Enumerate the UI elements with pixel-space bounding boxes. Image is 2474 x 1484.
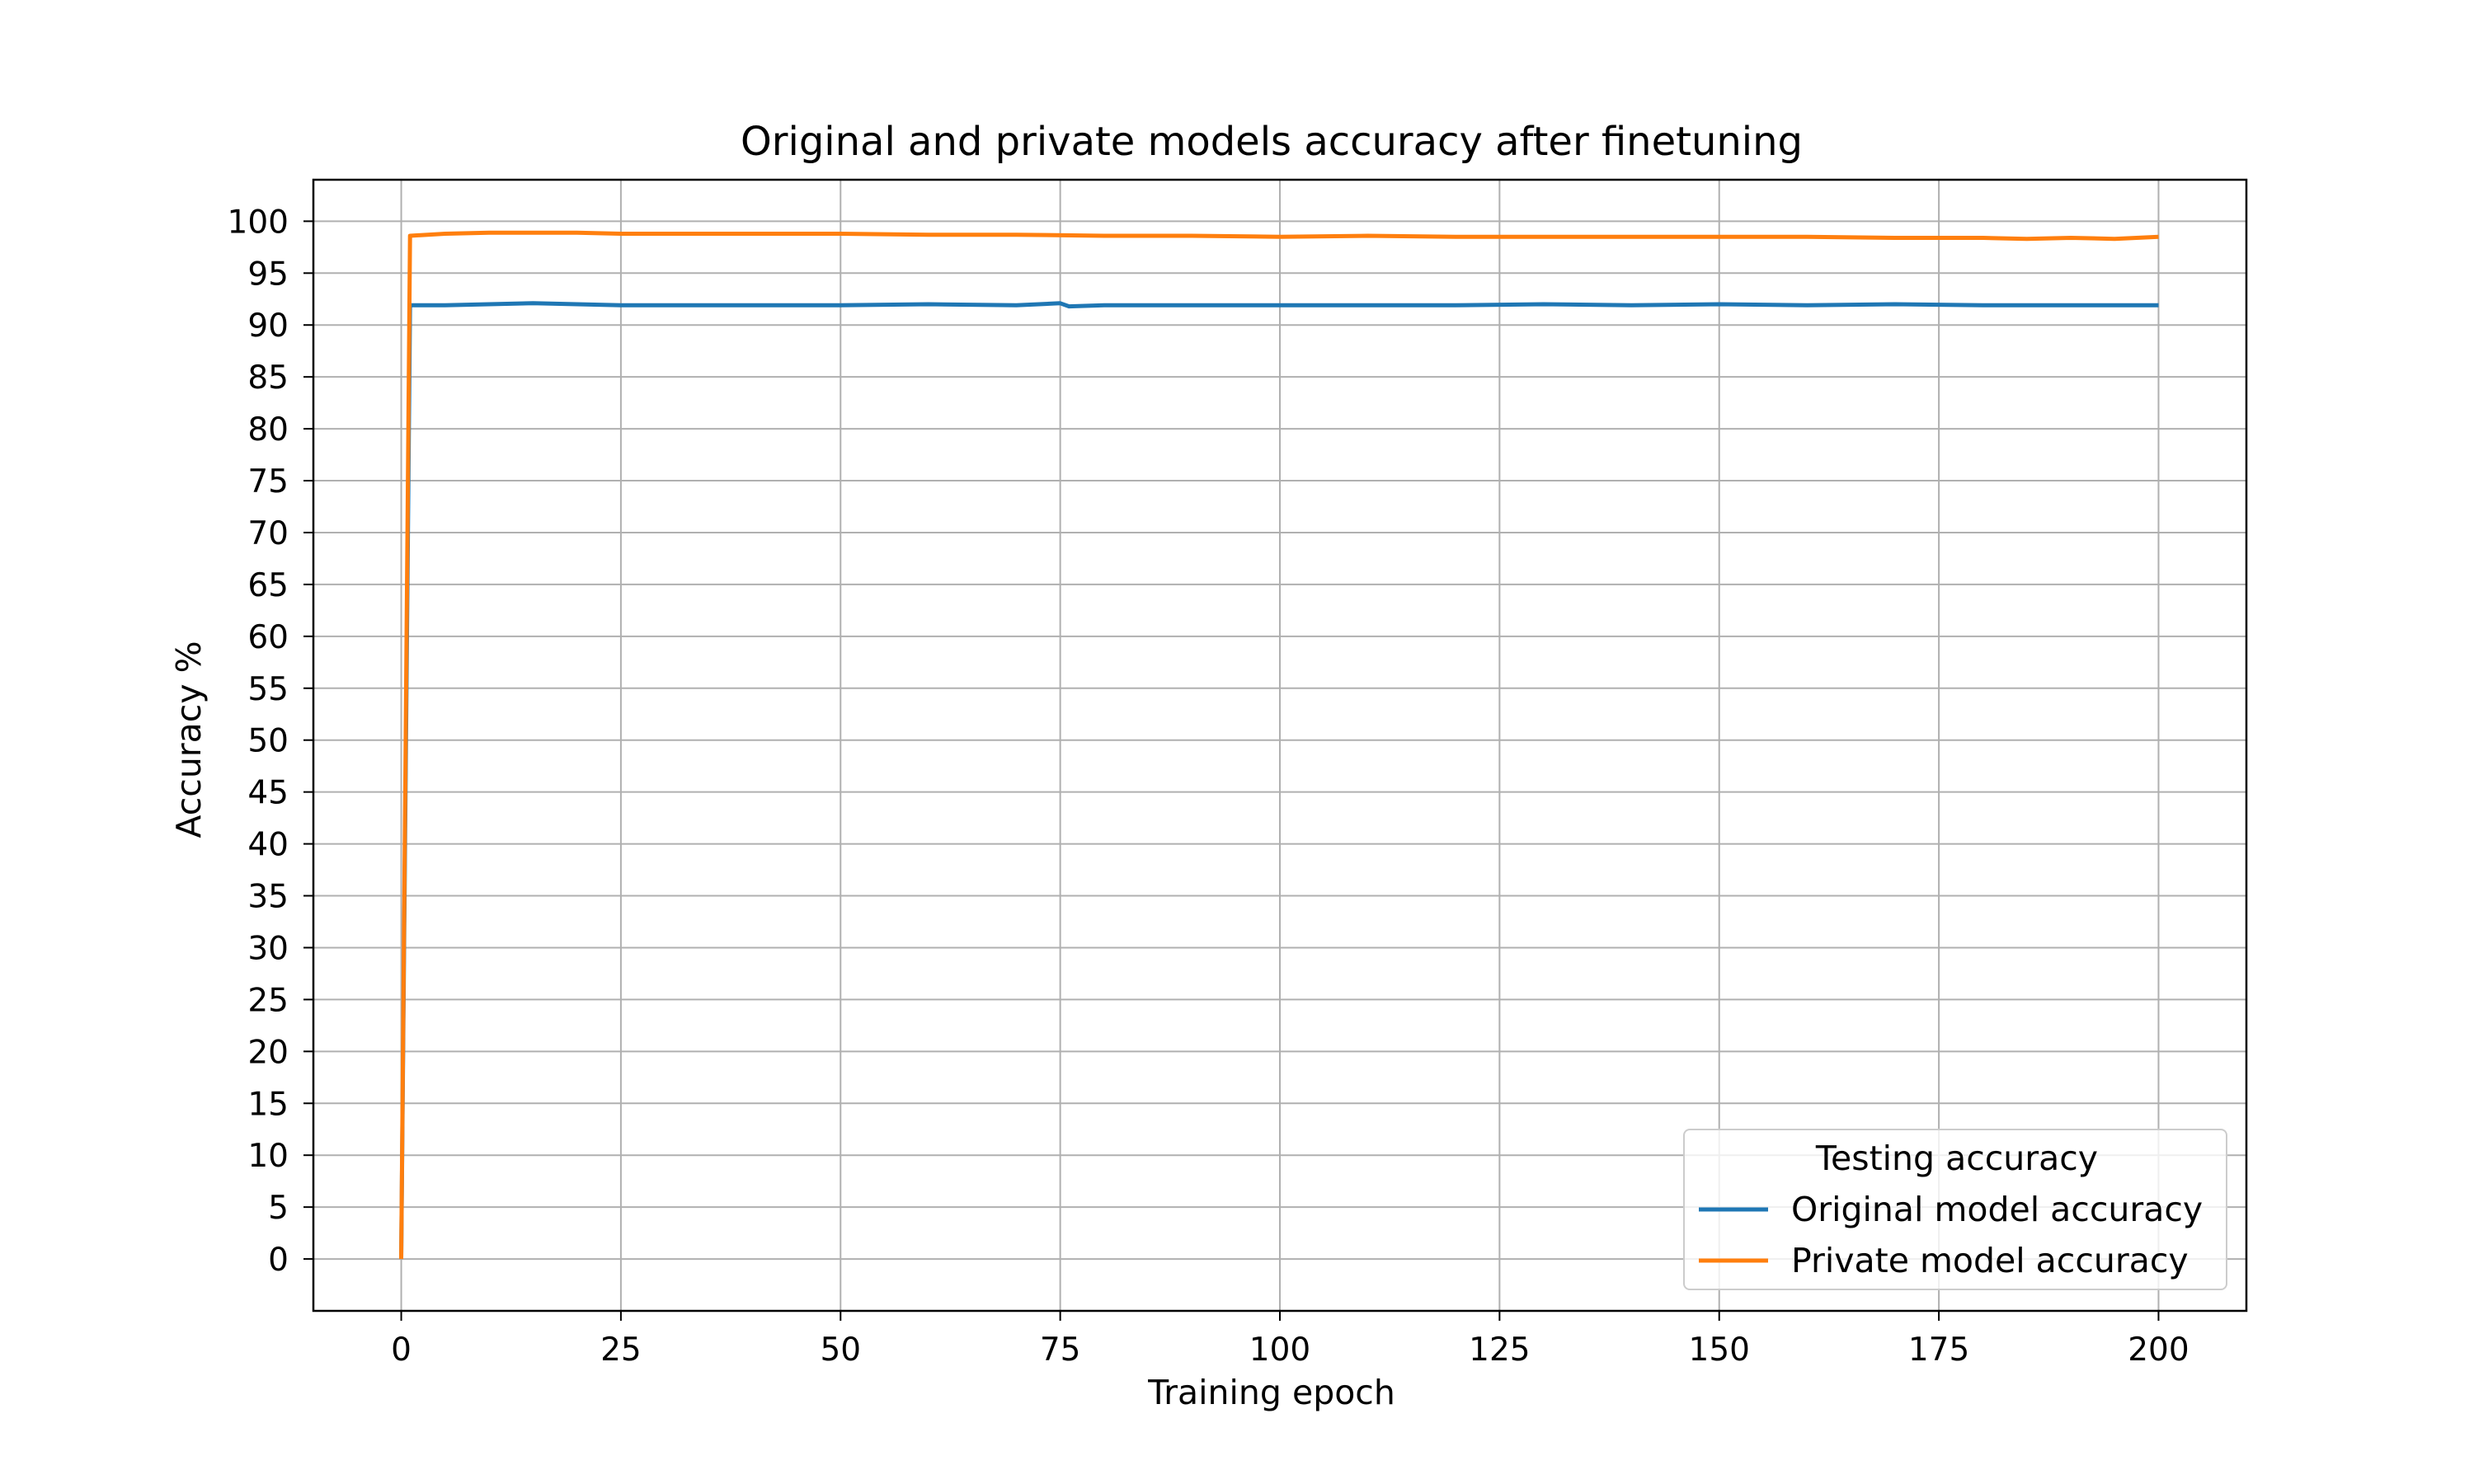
- series-line-original: [399, 301, 2159, 1260]
- y-tick-label: 30: [247, 930, 289, 967]
- y-tick-label: 60: [247, 619, 289, 656]
- y-tick-label: 35: [247, 879, 289, 916]
- y-tick-label: 85: [247, 359, 289, 397]
- series-lines: [399, 230, 2159, 1260]
- legend-label-private: Private model accuracy: [1791, 1241, 2189, 1280]
- x-tick-label: 175: [1908, 1331, 1969, 1369]
- y-tick-label: 50: [247, 723, 289, 760]
- legend-box: [1683, 1129, 2227, 1290]
- y-tick-label: 10: [247, 1138, 289, 1175]
- x-tick-label: 200: [2128, 1331, 2189, 1369]
- y-tick-label: 90: [247, 308, 289, 345]
- x-tick-label: 0: [391, 1331, 412, 1369]
- y-tick-label: 5: [268, 1190, 289, 1227]
- chart-title: Original and private models accuracy aft…: [741, 119, 1803, 165]
- y-tick-label: 15: [247, 1086, 289, 1123]
- x-tick-label: 150: [1689, 1331, 1750, 1369]
- y-tick-label: 45: [247, 775, 289, 812]
- legend: Testing accuracy Original model accuracy…: [1683, 1129, 2227, 1290]
- legend-label-original: Original model accuracy: [1791, 1190, 2203, 1229]
- y-axis-label: Accuracy %: [169, 641, 209, 838]
- y-tick-label: 20: [247, 1034, 289, 1071]
- y-tick-label: 80: [247, 411, 289, 448]
- y-tick-label: 75: [247, 463, 289, 500]
- y-tick-label: 70: [247, 515, 289, 552]
- x-tick-label: 25: [600, 1331, 642, 1369]
- y-tick-label: 95: [247, 256, 289, 293]
- legend-title: Testing accuracy: [1815, 1139, 2098, 1178]
- x-tick-label: 50: [820, 1331, 861, 1369]
- x-tick-label: 75: [1040, 1331, 1081, 1369]
- y-tick-label: 25: [247, 982, 289, 1019]
- y-tick-label: 65: [247, 567, 289, 604]
- x-tick-label: 100: [1249, 1331, 1310, 1369]
- y-tick-label: 100: [228, 204, 289, 241]
- y-tick-label: 55: [247, 671, 289, 708]
- y-tick-label: 40: [247, 827, 289, 864]
- x-tick-label: 125: [1469, 1331, 1530, 1369]
- y-tick-label: 0: [268, 1242, 289, 1279]
- series-line-private: [399, 230, 2159, 1260]
- axis-ticks: 0 25 50 75 100 125 150 175 200 0 5 10 15 20 25 30 35 40 45…: [228, 204, 2189, 1369]
- x-axis-label: Training epoch: [1147, 1373, 1395, 1412]
